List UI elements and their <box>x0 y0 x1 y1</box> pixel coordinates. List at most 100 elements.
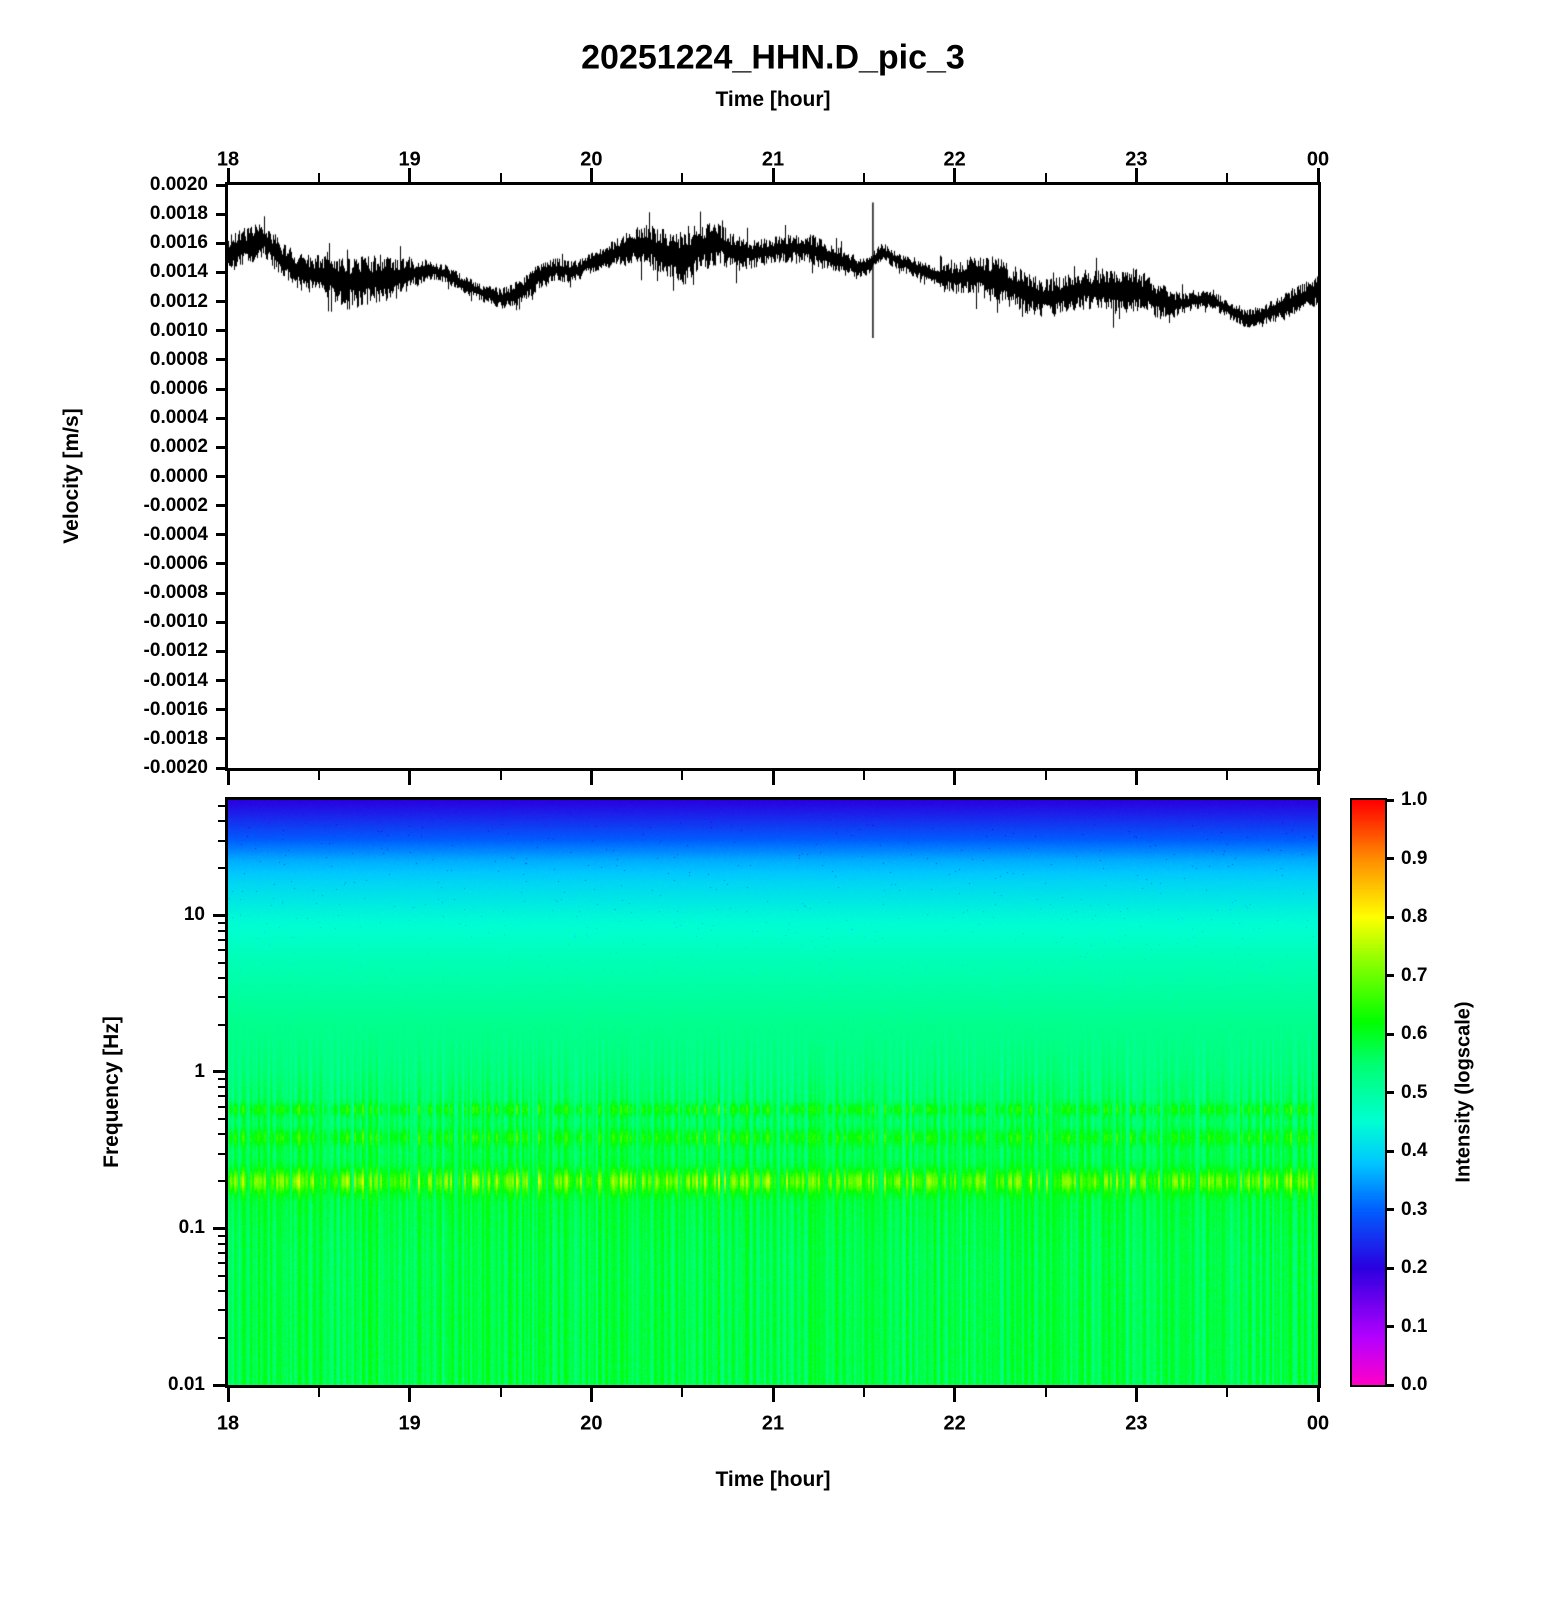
tick-mark <box>218 1152 225 1155</box>
x-tick-label: 23 <box>1125 1412 1148 1435</box>
tick-mark <box>218 867 225 870</box>
tick-mark <box>1387 857 1394 860</box>
tick-mark <box>953 168 957 182</box>
x-tick-label: 19 <box>398 1412 421 1435</box>
tick-mark <box>218 839 225 842</box>
tick-mark <box>862 771 865 780</box>
y-tick-label: 0.0016 <box>149 232 208 254</box>
tick-mark <box>1316 1388 1320 1402</box>
tick-mark <box>216 329 225 333</box>
y-tick-label: 0.0012 <box>149 290 208 312</box>
colorbar-tick-label: 0.8 <box>1401 906 1428 927</box>
colorbar <box>1350 798 1387 1387</box>
x-tick-label: 18 <box>216 148 240 171</box>
y-tick-label: 0.0008 <box>149 348 208 370</box>
tick-mark <box>1226 1388 1229 1397</box>
colorbar-tick-label: 0.9 <box>1401 847 1428 869</box>
tick-mark <box>1387 1383 1394 1387</box>
tick-mark <box>1044 1388 1047 1397</box>
tick-mark <box>408 168 412 182</box>
tick-mark <box>216 270 225 274</box>
tick-mark <box>226 168 230 182</box>
y-tick-label: -0.0018 <box>143 727 208 749</box>
tick-mark <box>218 805 225 808</box>
tick-mark <box>1387 1149 1394 1153</box>
y-tick-label: -0.0002 <box>143 494 208 516</box>
x-tick-label: 20 <box>580 148 603 171</box>
tick-mark <box>862 173 865 182</box>
top-time-axis-label: Time [hour] <box>715 88 831 111</box>
tick-mark <box>1387 1325 1394 1328</box>
tick-mark <box>216 212 225 216</box>
y-tick-label: 0.0000 <box>149 465 208 487</box>
chart-title: 20251224_HHN.D_pic_3 <box>581 38 965 77</box>
colorbar-tick-label: 0.3 <box>1401 1198 1428 1220</box>
colorbar-axis-label: Intensity (logscale) <box>1452 1001 1475 1183</box>
tick-mark <box>216 183 225 187</box>
tick-mark <box>1226 771 1229 780</box>
bottom-time-axis-label: Time [hour] <box>715 1468 831 1491</box>
tick-mark <box>216 649 225 653</box>
y-tick-label: -0.0008 <box>143 582 208 604</box>
tick-mark <box>1387 974 1394 977</box>
x-tick-label: 23 <box>1125 148 1148 171</box>
tick-mark <box>1134 771 1138 785</box>
tick-mark <box>218 996 225 999</box>
tick-mark <box>953 1388 957 1402</box>
tick-mark <box>218 1274 225 1277</box>
tick-mark <box>862 1388 865 1397</box>
spectrogram-panel <box>225 797 1321 1388</box>
tick-mark <box>589 1388 593 1402</box>
tick-mark <box>771 168 775 182</box>
tick-mark <box>1044 173 1047 182</box>
tick-mark <box>408 771 412 785</box>
tick-mark <box>771 1388 775 1402</box>
tick-mark <box>218 1023 225 1026</box>
tick-mark <box>218 938 225 941</box>
colorbar-tick-label: 0.7 <box>1401 964 1428 986</box>
tick-mark <box>216 679 225 683</box>
tick-mark <box>1044 771 1047 780</box>
tick-mark <box>1387 1091 1394 1094</box>
tick-mark <box>213 1070 225 1074</box>
tick-mark <box>216 533 225 537</box>
freq-tick-label: 0.01 <box>168 1374 205 1395</box>
tick-mark <box>317 771 320 780</box>
tick-mark <box>1387 798 1394 802</box>
y-tick-label: 0.0002 <box>149 436 208 458</box>
tick-mark <box>218 976 225 979</box>
x-tick-label: 21 <box>761 1412 785 1435</box>
tick-mark <box>218 1262 225 1265</box>
tick-mark <box>216 737 225 741</box>
x-tick-label: 00 <box>1306 148 1330 171</box>
y-tick-label: -0.0014 <box>143 669 208 691</box>
tick-mark <box>218 1289 225 1292</box>
frequency-axis-label: Frequency [Hz] <box>100 1016 123 1168</box>
y-tick-label: -0.0020 <box>143 757 208 778</box>
x-tick-label: 19 <box>398 148 421 171</box>
tick-mark <box>218 1095 225 1098</box>
tick-mark <box>681 173 684 182</box>
tick-mark <box>317 1388 320 1397</box>
tick-mark <box>1387 1266 1394 1270</box>
y-tick-label: 0.0006 <box>149 378 208 400</box>
x-tick-label: 22 <box>943 148 966 171</box>
tick-mark <box>218 929 225 932</box>
tick-mark <box>216 708 225 712</box>
tick-mark <box>218 1336 225 1339</box>
tick-mark <box>218 1309 225 1312</box>
tick-mark <box>216 416 225 420</box>
tick-mark <box>681 1388 684 1397</box>
tick-mark <box>216 620 225 624</box>
colorbar-tick-label: 0.6 <box>1401 1023 1428 1044</box>
tick-mark <box>226 771 230 785</box>
tick-mark <box>218 1251 225 1254</box>
freq-tick-label: 0.1 <box>178 1217 205 1239</box>
tick-mark <box>1387 1032 1394 1036</box>
tick-mark <box>408 1388 412 1402</box>
colorbar-tick-label: 0.4 <box>1401 1140 1428 1161</box>
spectrogram-canvas <box>228 800 1318 1385</box>
freq-tick-label: 1 <box>194 1060 205 1082</box>
tick-mark <box>218 1118 225 1121</box>
